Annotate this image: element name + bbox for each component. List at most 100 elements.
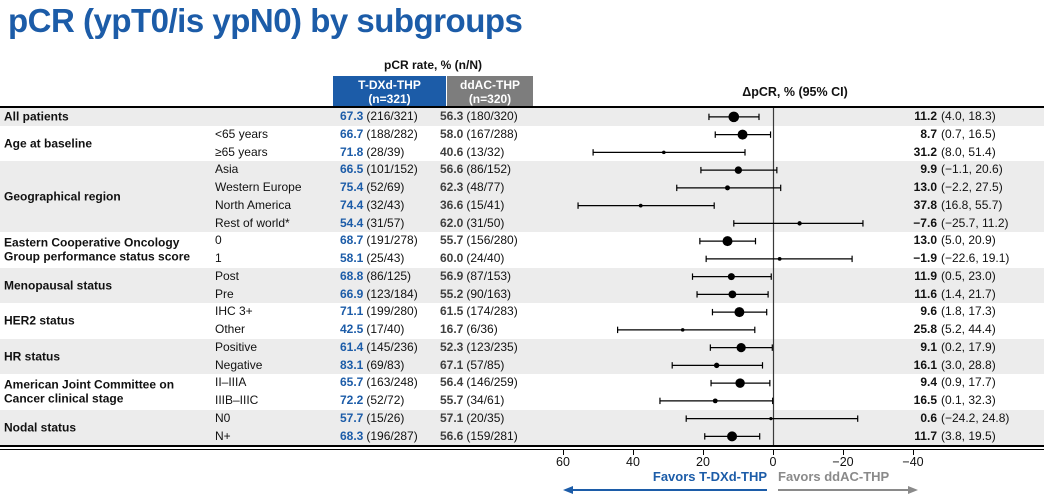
- subgroup-label: HR status: [4, 348, 61, 363]
- arm1-name: T-DXd-THP: [358, 78, 421, 92]
- subgroup-level-label: 1: [215, 251, 222, 265]
- ddac-pcr-cell: 40.6 (13/32): [440, 144, 505, 159]
- favors-tdxd-arrow-icon: [563, 486, 767, 494]
- delta-value: 0.6: [920, 410, 937, 425]
- table-row: 1 58.1 (25/43) 60.0 (24/40) −1.9 (−22.6, 19.1): [0, 250, 1044, 268]
- favors-ddac-label: Favors ddAC-THP: [778, 469, 890, 484]
- delta-ci: (5.2, 44.4): [941, 322, 996, 336]
- delta-ci: (0.7, 16.5): [941, 126, 996, 141]
- table-row: 67.3 (216/321) 56.3 (180/320) 11.2 (4.0, 18.3…: [0, 108, 1044, 126]
- subgroup-label: HER2 status: [4, 313, 75, 328]
- delta-ci: (1.8, 17.3): [941, 304, 996, 319]
- ddac-pcr-cell: 67.1 (57/85): [440, 357, 505, 372]
- bottom-rule-2: [0, 449, 1044, 450]
- delta-ci: (3.0, 28.8): [941, 357, 996, 372]
- arm1-header-tdxd-thp: T-DXd-THP (n=321): [333, 76, 446, 106]
- tdxd-pcr-cell: 57.7 (15/26): [340, 410, 405, 425]
- favors-ddac-arrow-icon: [778, 486, 918, 494]
- subgroup-level-label: Positive: [215, 339, 258, 354]
- axis-tick: [703, 450, 704, 455]
- table-row: Western Europe 75.4 (52/69) 62.3 (48/77) 13.0…: [0, 179, 1044, 197]
- delta-value: 11.7: [914, 428, 937, 443]
- subgroup-label: All patients: [4, 109, 69, 124]
- pcr-rate-header: pCR rate, % (n/N): [383, 58, 482, 72]
- tdxd-pcr-cell: 75.4 (52/69): [340, 180, 405, 194]
- delta-ci: (−22.6, 19.1): [941, 251, 1010, 265]
- subgroup-level-label: Asia: [215, 162, 239, 177]
- axis-tick-label: −40: [902, 455, 924, 469]
- subgroup-label: Menopausal status: [4, 277, 113, 292]
- table-row: North America 74.4 (32/43) 36.6 (15/41) 37.8 (…: [0, 197, 1044, 215]
- subgroup-label: American Joint Committee on Cancer clini…: [4, 377, 175, 405]
- table-row: N+ 68.3 (196/287) 56.6 (159/281) 11.7 (3.8, 19…: [0, 428, 1044, 446]
- arm2-n: (n=320): [468, 92, 512, 106]
- axis-tick-label: −20: [832, 455, 854, 469]
- table-row: Other 42.5 (17/40) 16.7 (6/36) 25.8 (5.2, 44.4…: [0, 321, 1044, 339]
- subgroup-level-label: Pre: [215, 286, 234, 301]
- axis-tick: [633, 450, 634, 455]
- delta-value: 9.9: [920, 162, 937, 177]
- arm1-n: (n=321): [368, 92, 411, 106]
- page-title: pCR (ypT0/is ypN0) by subgroups: [8, 2, 523, 39]
- subgroup-level-label: N+: [215, 428, 231, 443]
- delta-ci: (−1.1, 20.6): [941, 162, 1003, 177]
- delta-value: 31.2: [913, 144, 937, 159]
- subgroup-level-label: IHC 3+: [215, 304, 253, 319]
- subgroup-level-label: N0: [215, 410, 231, 425]
- subgroup-label: Eastern Cooperative Oncology Group perfo…: [4, 235, 191, 263]
- delta-ci: (8.0, 51.4): [941, 144, 996, 159]
- delta-value: 11.9: [914, 268, 937, 283]
- table-row: IHC 3+ 71.1 (199/280) 61.5 (174/283) 9.6 (1.8,…: [0, 303, 1044, 321]
- favors-tdxd-label: Favors T-DXd-THP: [652, 469, 767, 484]
- delta-ci: (3.8, 19.5): [941, 428, 996, 443]
- delta-value: 11.2: [914, 109, 937, 123]
- subgroup-block: American Joint Committee on Cancer clini…: [0, 374, 1044, 410]
- tdxd-pcr-cell: 72.2 (52/72): [340, 393, 405, 407]
- subgroup-level-label: Rest of world*: [215, 215, 290, 230]
- header-rule: [0, 106, 1044, 108]
- subgroup-level-label: II–IIIA: [215, 375, 247, 390]
- subgroup-level-label: ≥65 years: [215, 144, 268, 159]
- ddac-pcr-cell: 36.6 (15/41): [440, 197, 505, 212]
- subgroup-label: Geographical region: [4, 189, 121, 203]
- delta-value: 9.6: [920, 304, 937, 319]
- ddac-pcr-cell: 52.3 (123/235): [440, 339, 518, 354]
- delta-value: 16.5: [913, 393, 937, 407]
- table-row: N0 57.7 (15/26) 57.1 (20/35) 0.6 (−24.2, 24.8): [0, 410, 1044, 428]
- tdxd-pcr-cell: 74.4 (32/43): [340, 197, 405, 212]
- ddac-pcr-cell: 56.6 (159/281): [440, 428, 518, 443]
- axis-tick: [773, 450, 774, 455]
- ddac-pcr-cell: 55.7 (156/280): [440, 233, 518, 248]
- axis-tick: [913, 450, 914, 455]
- table-row: Rest of world* 54.4 (31/57) 62.0 (31/50) −7.6…: [0, 215, 1044, 233]
- arm2-name: ddAC-THP: [460, 78, 520, 92]
- tdxd-pcr-cell: 71.8 (28/39): [340, 144, 405, 159]
- axis-tick-label: 40: [626, 455, 640, 469]
- delta-ci: (1.4, 21.7): [941, 286, 996, 301]
- tdxd-pcr-cell: 42.5 (17/40): [340, 322, 405, 336]
- delta-value: 13.0: [913, 180, 937, 194]
- axis-tick: [563, 450, 564, 455]
- axis-tick-label: 60: [556, 455, 570, 469]
- delta-value: 13.0: [913, 233, 937, 248]
- subgroup-level-label: Post: [215, 268, 240, 283]
- delta-value: 37.8: [913, 197, 937, 212]
- ddac-pcr-cell: 62.0 (31/50): [440, 215, 505, 230]
- delta-value: 9.1: [920, 339, 937, 354]
- tdxd-pcr-cell: 65.7 (163/248): [340, 375, 418, 390]
- tdxd-pcr-cell: 67.3 (216/321): [340, 109, 418, 123]
- tdxd-pcr-cell: 58.1 (25/43): [340, 251, 405, 265]
- axis-tick: [843, 450, 844, 455]
- subgroup-block: HR status Positive 61.4 (145/236) 52.3 (123/2…: [0, 338, 1044, 375]
- ddac-pcr-cell: 56.9 (87/153): [440, 268, 512, 283]
- tdxd-pcr-cell: 68.3 (196/287): [340, 428, 418, 443]
- delta-value: 8.7: [920, 126, 937, 141]
- delta-ci: (−24.2, 24.8): [941, 410, 1010, 425]
- subgroup-label: Age at baseline: [4, 135, 93, 150]
- table-row: Negative 83.1 (69/83) 67.1 (57/85) 16.1 (3.0, …: [0, 357, 1044, 375]
- delta-ci: (16.8, 55.7): [941, 197, 1003, 212]
- arm2-header-ddac-thp: ddAC-THP (n=320): [447, 76, 533, 106]
- delta-value: 16.1: [913, 357, 937, 372]
- delta-value: 9.4: [920, 375, 937, 390]
- subgroup-block: Age at baseline <65 years 66.7 (188/282) 58.…: [0, 126, 1044, 162]
